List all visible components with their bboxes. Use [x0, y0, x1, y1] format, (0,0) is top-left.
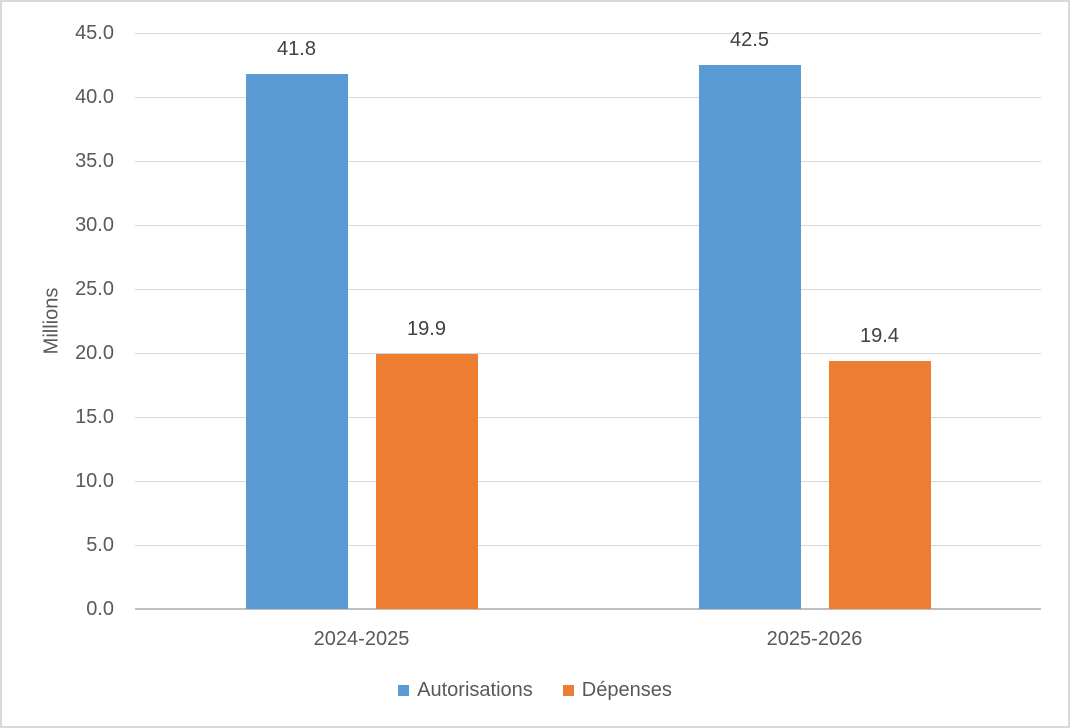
gridline — [135, 97, 1041, 98]
gridline — [135, 417, 1041, 418]
y-tick-label: 0.0 — [86, 598, 114, 620]
bar-depenses — [828, 360, 931, 609]
y-tick-label: 40.0 — [75, 86, 114, 108]
legend-swatch-icon — [398, 684, 410, 696]
y-tick-label: 5.0 — [86, 534, 114, 556]
y-tick-label: 35.0 — [75, 150, 114, 172]
y-tick-label: 45.0 — [75, 22, 114, 44]
y-tick-label: 15.0 — [75, 406, 114, 428]
data-label: 19.4 — [860, 324, 899, 347]
legend-item-autorisations: Autorisations — [398, 679, 533, 702]
y-tick-label: 10.0 — [75, 470, 114, 492]
bar-autorisations — [698, 65, 801, 609]
gridline — [135, 289, 1041, 290]
gridline — [135, 225, 1041, 226]
gridline — [135, 481, 1041, 482]
category-label: 2025-2026 — [766, 628, 863, 650]
legend-label: Autorisations — [417, 678, 533, 701]
data-label: 41.8 — [277, 37, 316, 60]
category-label: 2024-2025 — [313, 628, 410, 650]
legend-swatch-icon — [562, 684, 574, 696]
x-axis-line — [135, 608, 1041, 610]
legend-label: Dépenses — [581, 678, 672, 701]
y-tick-label: 20.0 — [75, 342, 114, 364]
gridline — [135, 161, 1041, 162]
gridline — [135, 33, 1041, 34]
y-tick-label: 25.0 — [75, 278, 114, 300]
gridline — [135, 545, 1041, 546]
bar-depenses — [375, 354, 478, 609]
data-label: 42.5 — [730, 29, 769, 51]
legend-item-depenses: Dépenses — [562, 678, 672, 702]
legend: Autorisations Dépenses — [2, 676, 1068, 704]
data-label: 19.9 — [407, 318, 446, 341]
y-tick-label: 30.0 — [75, 214, 114, 236]
gridline — [135, 353, 1041, 354]
bar-autorisations — [245, 73, 348, 609]
